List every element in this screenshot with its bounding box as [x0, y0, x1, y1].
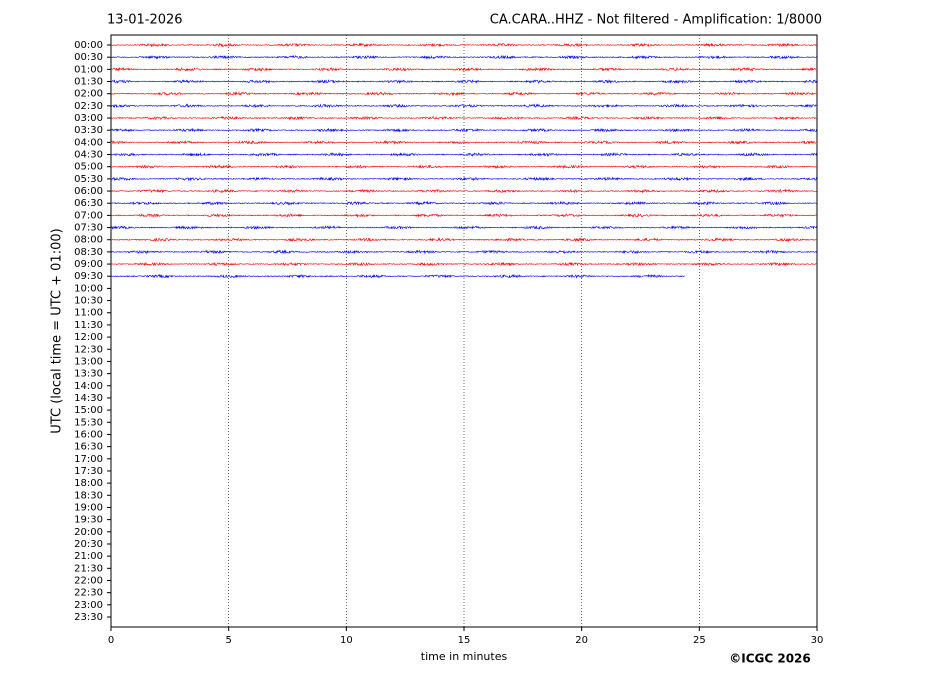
y-tick-label: 22:30: [74, 588, 103, 599]
y-tick-label: 08:30: [74, 247, 103, 258]
trace: [110, 249, 818, 255]
y-tick-label: 00:30: [74, 52, 103, 63]
y-tick-label: 01:00: [74, 64, 103, 75]
y-tick-label: 12:00: [74, 332, 103, 343]
y-tick-label: 20:00: [74, 527, 103, 538]
x-tick-label: 20: [575, 635, 588, 646]
x-tick-label: 5: [225, 635, 231, 646]
y-tick-label: 08:00: [74, 235, 103, 246]
trace: [110, 225, 818, 231]
trace: [110, 176, 818, 182]
y-axis-label: UTC (local time = UTC + 01:00): [50, 228, 65, 433]
y-tick-label: 03:30: [74, 125, 103, 136]
y-tick-label: 12:30: [74, 344, 103, 355]
x-tick-label: 0: [108, 635, 114, 646]
trace: [110, 151, 818, 157]
y-tick-label: 13:00: [74, 356, 103, 367]
copyright: ©ICGC 2026: [729, 652, 811, 666]
y-tick-label: 19:00: [74, 502, 103, 513]
y-tick-label: 18:30: [74, 490, 103, 501]
y-tick-label: 06:00: [74, 186, 103, 197]
y-tick-label: 02:30: [74, 101, 103, 112]
y-tick-label: 11:00: [74, 308, 103, 319]
y-tick-label: 05:30: [74, 174, 103, 185]
y-tick-label: 10:30: [74, 296, 103, 307]
y-tick-label: 06:30: [74, 198, 103, 209]
y-tick-label: 15:00: [74, 405, 103, 416]
y-tick-label: 09:30: [74, 271, 103, 282]
trace: [110, 115, 818, 121]
x-axis-label: time in minutes: [421, 650, 508, 663]
chart-title: CA.CARA..HHZ - Not filtered - Amplificat…: [490, 13, 822, 28]
y-tick-label: 23:30: [74, 612, 103, 623]
y-tick-label: 21:00: [74, 551, 103, 562]
trace: [110, 79, 818, 85]
trace: [110, 66, 818, 72]
y-tick-label: 16:00: [74, 429, 103, 440]
y-tick-label: 10:00: [74, 283, 103, 294]
trace: [110, 139, 818, 145]
x-tick-label: 30: [811, 635, 824, 646]
y-tick-label: 03:00: [74, 113, 103, 124]
y-tick-label: 21:30: [74, 563, 103, 574]
y-tick-label: 07:30: [74, 223, 103, 234]
trace: [110, 273, 686, 279]
trace: [110, 200, 818, 206]
y-tick-label: 14:00: [74, 381, 103, 392]
y-tick-label: 20:30: [74, 539, 103, 550]
y-tick-label: 00:00: [74, 40, 103, 51]
y-tick-label: 09:00: [74, 259, 103, 270]
x-tick-label: 10: [340, 635, 353, 646]
y-tick-label: 17:00: [74, 454, 103, 465]
date: 13-01-2026: [107, 13, 183, 28]
trace: [110, 213, 818, 218]
y-tick-label: 13:30: [74, 369, 103, 380]
trace: [110, 164, 818, 170]
y-tick-label: 02:00: [74, 89, 103, 100]
y-tick-label: 23:00: [74, 600, 103, 611]
y-tick-label: 16:30: [74, 442, 103, 453]
y-tick-label: 19:30: [74, 515, 103, 526]
y-tick-label: 14:30: [74, 393, 103, 404]
x-tick-label: 15: [458, 635, 471, 646]
trace: [110, 42, 818, 48]
trace: [110, 261, 818, 267]
y-tick-label: 07:00: [74, 210, 103, 221]
y-tick-label: 04:30: [74, 150, 103, 161]
y-tick-label: 15:30: [74, 417, 103, 428]
y-tick-label: 04:00: [74, 137, 103, 148]
y-tick-label: 22:00: [74, 575, 103, 586]
x-tick-label: 25: [693, 635, 706, 646]
y-tick-label: 17:30: [74, 466, 103, 477]
trace: [110, 91, 818, 97]
trace: [110, 127, 818, 133]
trace: [110, 103, 818, 109]
y-tick-label: 18:00: [74, 478, 103, 489]
trace: [110, 237, 818, 243]
y-tick-label: 01:30: [74, 77, 103, 88]
trace: [110, 54, 818, 60]
y-tick-label: 11:30: [74, 320, 103, 331]
y-tick-label: 05:00: [74, 162, 103, 173]
trace: [110, 188, 818, 194]
